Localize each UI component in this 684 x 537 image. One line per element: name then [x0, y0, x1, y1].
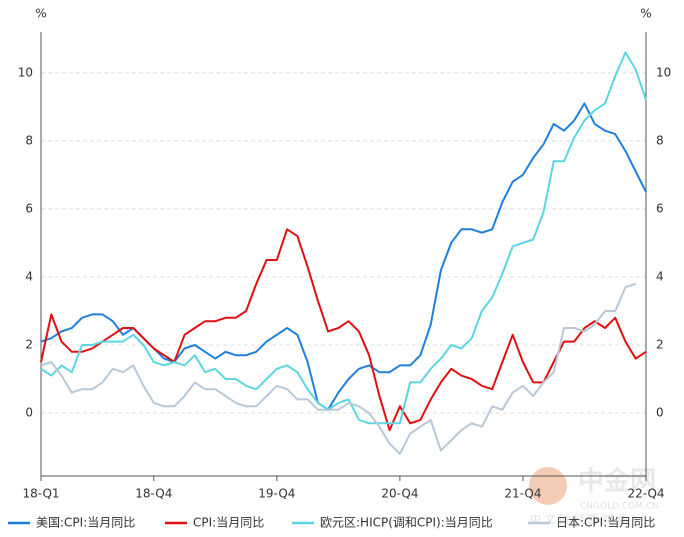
y-unit-left: %	[35, 7, 46, 21]
series-line	[40, 282, 637, 455]
y-tick-label-right: 4	[656, 269, 664, 283]
legend-item: 美国:CPI:当月同比	[8, 516, 135, 530]
y-unit-right: %	[640, 7, 651, 21]
watermark-name: 中金网	[578, 466, 656, 497]
y-tick-label-left: 2	[25, 338, 33, 352]
y-tick-label-right: 2	[656, 338, 664, 352]
series-line	[40, 228, 647, 432]
y-tick-label-left: 0	[25, 406, 33, 420]
legend-label: 日本:CPI:当月同比	[556, 516, 655, 530]
y-tick-label-right: 8	[656, 133, 664, 147]
x-tick-label: 22-Q4	[627, 487, 664, 501]
y-tick-label-left: 8	[25, 133, 33, 147]
x-tick-label: 18-Q4	[135, 487, 172, 501]
y-tick-label-left: 6	[25, 201, 33, 215]
legend-label: CPI:当月同比	[193, 516, 264, 530]
watermark-site: CNGOLD.COM.CN	[580, 502, 659, 512]
y-tick-label-right: 0	[656, 406, 664, 420]
watermark-slogan: 中 文 财 经 新 媒 体	[530, 512, 628, 526]
x-tick-label: 20-Q4	[381, 487, 418, 501]
legend-label: 欧元区:HICP(调和CPI):当月同比	[320, 516, 493, 530]
legend-label: 美国:CPI:当月同比	[36, 516, 135, 530]
legend-item: 欧元区:HICP(调和CPI):当月同比	[292, 516, 493, 530]
x-tick-label: 21-Q4	[504, 487, 541, 501]
y-tick-label-left: 4	[25, 269, 33, 283]
legend-item: 日本:CPI:当月同比	[528, 516, 655, 530]
x-tick-label: 18-Q1	[22, 487, 59, 501]
y-tick-label-right: 10	[656, 65, 671, 79]
x-tick-label: 19-Q4	[258, 487, 295, 501]
watermark: 中金网 CNGOLD.COM.CN 中 文 财 经 新 媒 体	[529, 466, 659, 526]
series-line	[40, 51, 647, 425]
legend-item: CPI:当月同比	[165, 516, 264, 530]
y-tick-label-right: 6	[656, 201, 664, 215]
y-tick-label-left: 10	[18, 65, 33, 79]
